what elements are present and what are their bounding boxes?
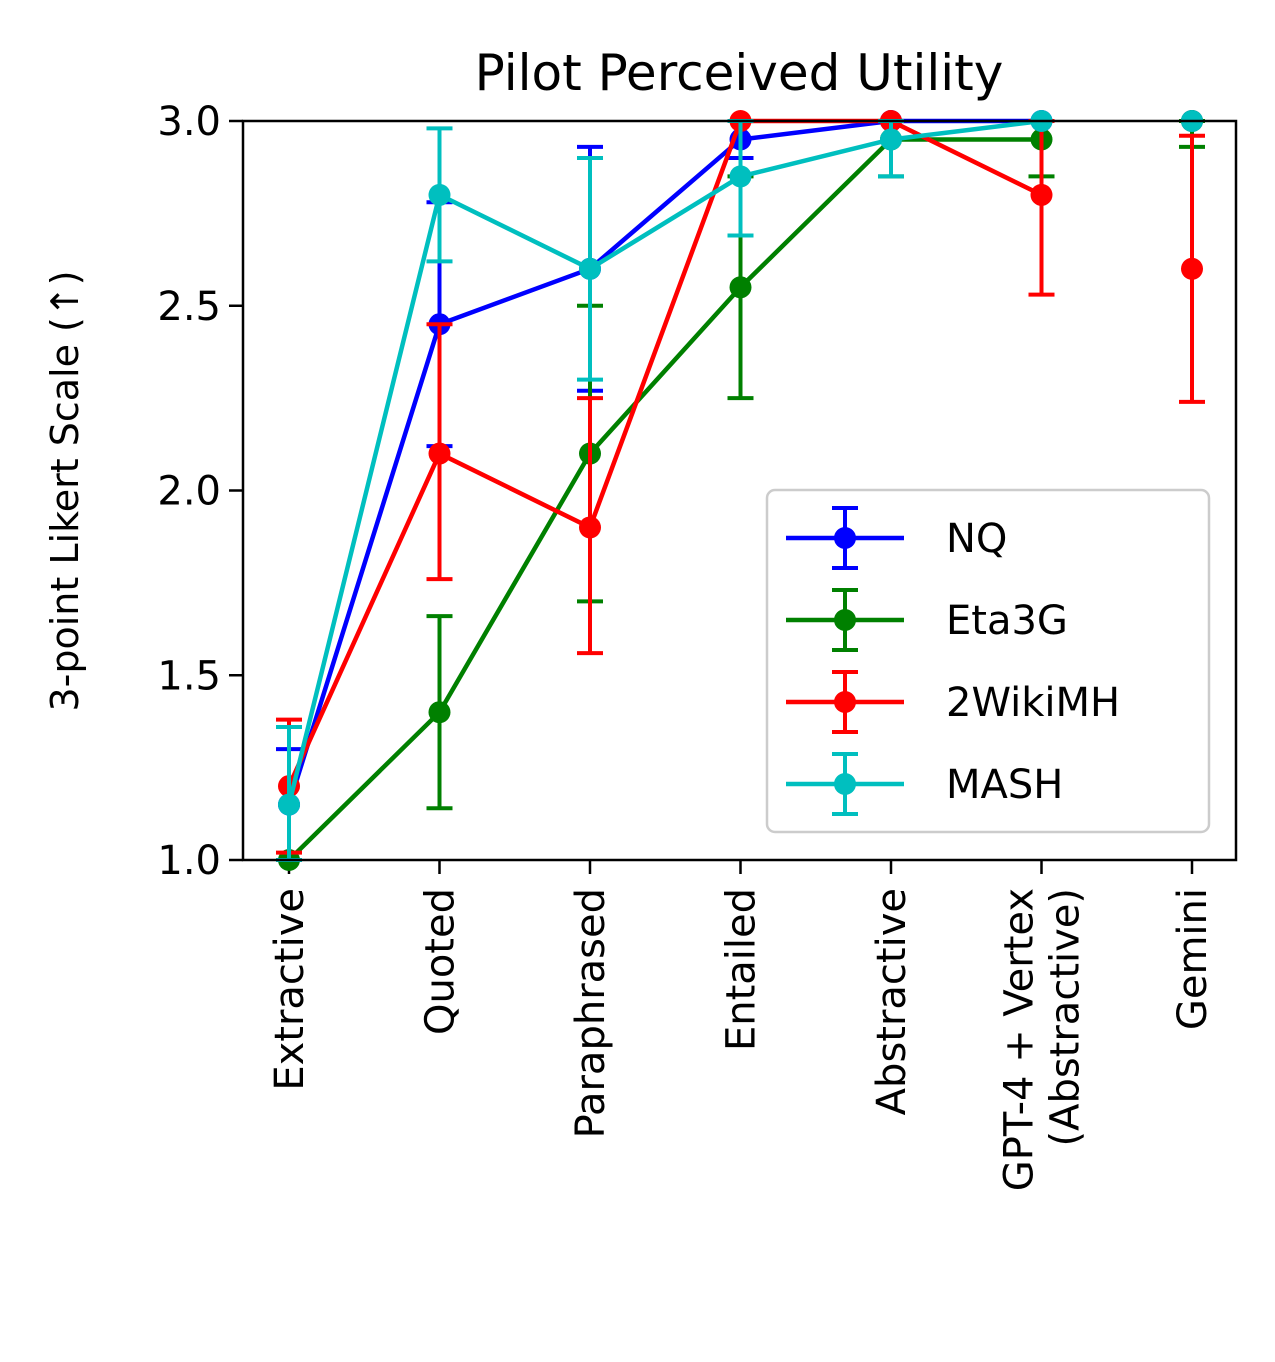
x-tick-label: Paraphrased bbox=[568, 888, 614, 1138]
data-point bbox=[880, 128, 902, 151]
data-point bbox=[428, 442, 451, 465]
legend: NQ Eta3G 2WikiMH MASH bbox=[765, 488, 1211, 834]
y-axis-ticks: 1.0 1.5 2.0 2.5 3.0 bbox=[157, 99, 243, 884]
legend-marker bbox=[834, 609, 856, 631]
series-line bbox=[286, 118, 1042, 806]
plot-area bbox=[276, 110, 1205, 871]
x-tick-label: Entailed bbox=[719, 888, 765, 1051]
x-tick-label: Gemini bbox=[1170, 888, 1216, 1030]
x-tick-label: GPT-4 + Vertex bbox=[997, 888, 1043, 1191]
legend-marker bbox=[834, 773, 856, 795]
data-point bbox=[1030, 183, 1053, 206]
legend-label: NQ bbox=[946, 516, 1007, 562]
x-axis-ticks: Extractive Quoted Paraphrased Entailed Abstr… bbox=[267, 860, 1216, 1191]
legend-marker bbox=[834, 691, 856, 713]
legend-item: MASH bbox=[786, 752, 1063, 816]
data-point bbox=[428, 701, 451, 724]
y-tick-label: 1.5 bbox=[157, 653, 221, 699]
data-point bbox=[729, 276, 752, 299]
series-line bbox=[287, 137, 1042, 862]
x-tick-label: Quoted bbox=[418, 888, 464, 1035]
plot-frame bbox=[241, 119, 1238, 862]
legend-label: Eta3G bbox=[946, 598, 1068, 644]
x-tick-label: (Abstractive) bbox=[1043, 888, 1089, 1147]
legend-item: 2WikiMH bbox=[786, 670, 1120, 734]
data-point bbox=[278, 793, 300, 816]
y-tick-label: 2.5 bbox=[157, 284, 221, 330]
data-point bbox=[428, 183, 451, 206]
data-point bbox=[579, 516, 601, 539]
legend-item: Eta3G bbox=[786, 588, 1068, 652]
y-tick-label: 2.0 bbox=[157, 469, 221, 515]
y-axis-label: 3-point Likert Scale (↑) bbox=[43, 270, 87, 711]
legend-frame bbox=[765, 488, 1211, 834]
chart-title: Pilot Perceived Utility bbox=[475, 44, 1004, 102]
data-point bbox=[1181, 257, 1203, 280]
series-line bbox=[286, 118, 1043, 788]
data-point bbox=[729, 165, 752, 188]
series-layer bbox=[276, 110, 1205, 871]
x-tick-label: Abstractive bbox=[869, 888, 915, 1115]
x-tick-label: Extractive bbox=[267, 888, 313, 1091]
series-2wikimh bbox=[276, 110, 1205, 855]
legend-marker bbox=[834, 527, 856, 549]
y-tick-label: 1.0 bbox=[157, 838, 221, 884]
legend-label: MASH bbox=[946, 762, 1063, 808]
legend-label: 2WikiMH bbox=[946, 680, 1120, 726]
y-tick-label: 3.0 bbox=[157, 99, 221, 145]
legend-item: NQ bbox=[786, 506, 1007, 570]
data-point bbox=[579, 257, 601, 280]
